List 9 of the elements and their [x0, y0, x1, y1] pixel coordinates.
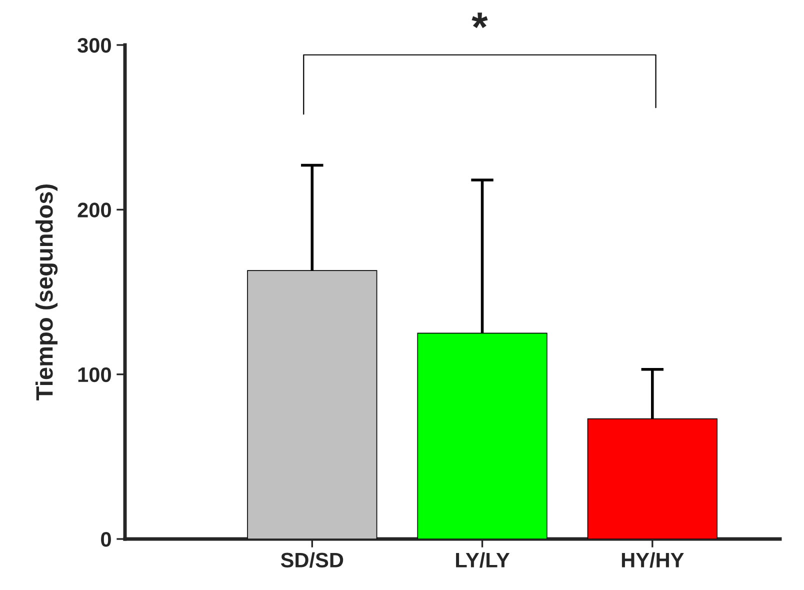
y-tick-label: 300: [78, 38, 111, 53]
y-tick-label: 0: [101, 532, 111, 547]
x-tick-label: HY/HY: [622, 552, 684, 568]
text: *: [472, 12, 488, 28]
y-axis-title: Tiempo (segundos): [35, 184, 58, 400]
x-tick-label: SD/SD: [280, 552, 344, 568]
y-tick-label: 100: [78, 367, 111, 382]
x-tick-label: LY/LY: [456, 552, 510, 568]
y-tick-label: 200: [78, 202, 111, 218]
